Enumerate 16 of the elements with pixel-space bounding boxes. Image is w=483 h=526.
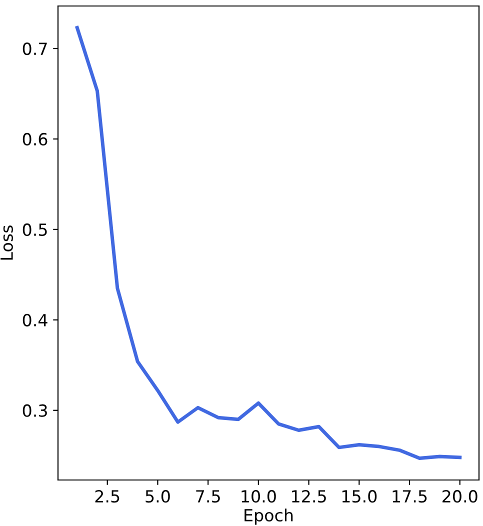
x-tick-label: 2.5: [95, 490, 120, 503]
y-axis-title: Loss: [0, 226, 13, 260]
y-tick-label: 0.6: [22, 132, 48, 146]
x-tick-label: 12.5: [292, 490, 326, 503]
x-axis-title: Epoch: [244, 508, 293, 525]
y-tick-label: 0.3: [22, 404, 47, 417]
y-tick-label: 0.5: [22, 223, 47, 236]
x-tick-label: 20.0: [442, 490, 478, 503]
y-tick-label: 0.4: [22, 314, 48, 326]
x-tick-label: 5.0: [146, 490, 170, 503]
y-tick-label: 0.7: [22, 42, 47, 56]
x-tick-label: 15.0: [342, 490, 377, 503]
x-tick-label: 10.0: [242, 490, 276, 503]
x-tick-label: 7.5: [196, 490, 220, 503]
line-series: [75, 26, 462, 460]
x-tick-label: 17.5: [392, 490, 427, 503]
